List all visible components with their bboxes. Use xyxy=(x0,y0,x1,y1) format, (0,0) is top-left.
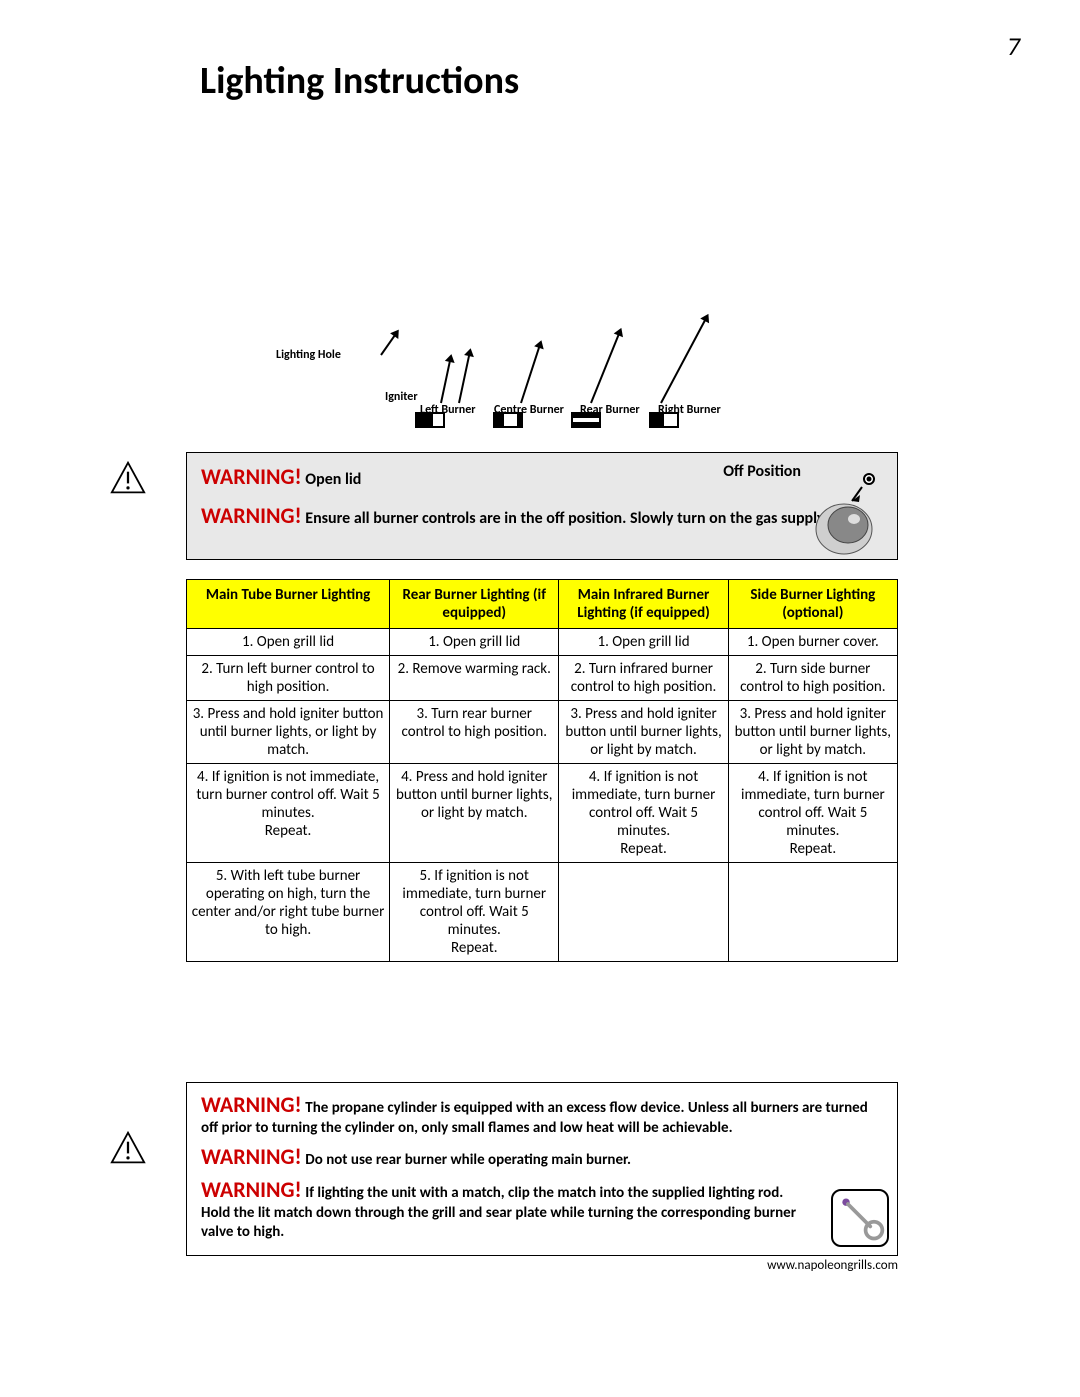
ensure-controls-text: Ensure all burner controls are in the of… xyxy=(305,509,867,528)
col-header-side: Side Burner Lighting (optional) xyxy=(728,580,897,629)
table-cell: 1. Open grill lid xyxy=(390,629,559,656)
table-cell xyxy=(728,863,897,962)
burner-diagram: Lighting Hole Igniter Left Burner Centre… xyxy=(260,330,730,445)
table-cell: 4. Press and hold igniter button until b… xyxy=(390,764,559,863)
table-cell: 4. If ignition is not immediate, turn bu… xyxy=(728,764,897,863)
arrow-icon xyxy=(520,346,540,404)
warning-rear-burner-text: Do not use rear burner while operating m… xyxy=(305,1151,631,1169)
table-cell: 3. Turn rear burner control to high posi… xyxy=(390,701,559,764)
col-header-infrared: Main Infrared Burner Lighting (if equipp… xyxy=(559,580,728,629)
table-cell: 2. Turn infrared burner control to high … xyxy=(559,656,728,701)
arrow-icon xyxy=(660,319,706,404)
warning-label: WARNING! xyxy=(201,1091,302,1118)
table-cell xyxy=(559,863,728,962)
table-row: 1. Open grill lid1. Open grill lid1. Ope… xyxy=(187,629,898,656)
warning-box-top: WARNING! Open lid WARNING! Ensure all bu… xyxy=(186,452,898,560)
table-row: 2. Turn left burner control to high posi… xyxy=(187,656,898,701)
table-cell: 3. Press and hold igniter button until b… xyxy=(559,701,728,764)
label-igniter: Igniter xyxy=(385,390,418,404)
arrow-icon xyxy=(440,360,451,403)
table-row: 4. If ignition is not immediate, turn bu… xyxy=(187,764,898,863)
warning-label: WARNING! xyxy=(201,1176,302,1203)
table-cell: 1. Open burner cover. xyxy=(728,629,897,656)
lighting-instructions-table: Main Tube Burner Lighting Rear Burner Li… xyxy=(186,579,898,962)
table-cell: 3. Press and hold igniter button until b… xyxy=(728,701,897,764)
open-lid-text: Open lid xyxy=(305,470,361,489)
col-header-main-tube: Main Tube Burner Lighting xyxy=(187,580,390,629)
warning-label: WARNING! xyxy=(201,502,302,529)
arrow-icon xyxy=(458,354,470,403)
arrow-icon xyxy=(380,334,396,356)
left-burner-icon xyxy=(415,412,445,428)
rear-burner-icon xyxy=(571,412,601,428)
page-number: 7 xyxy=(1007,30,1020,62)
col-header-rear: Rear Burner Lighting (if equipped) xyxy=(390,580,559,629)
page-title: Lighting Instructions xyxy=(200,58,519,104)
table-cell: 4. If ignition is not immediate, turn bu… xyxy=(187,764,390,863)
table-cell: 5. If ignition is not immediate, turn bu… xyxy=(390,863,559,962)
footer-url: www.napoleongrills.com xyxy=(767,1258,898,1273)
table-cell: 2. Turn side burner control to high posi… xyxy=(728,656,897,701)
arrow-icon xyxy=(590,333,620,403)
warning-label: WARNING! xyxy=(201,463,302,490)
table-row: 3. Press and hold igniter button until b… xyxy=(187,701,898,764)
table-cell: 5. With left tube burner operating on hi… xyxy=(187,863,390,962)
warning-triangle-icon xyxy=(110,460,146,501)
burner-icon-row xyxy=(415,412,679,428)
centre-burner-icon xyxy=(493,412,523,428)
warning-label: WARNING! xyxy=(201,1143,302,1170)
off-position-label: Off Position xyxy=(723,462,801,481)
warning-triangle-icon xyxy=(110,1130,146,1171)
table-cell: 2. Remove warming rack. xyxy=(390,656,559,701)
table-row: 5. With left tube burner operating on hi… xyxy=(187,863,898,962)
label-lighting-hole: Lighting Hole xyxy=(276,348,341,362)
warning-box-bottom: WARNING! The propane cylinder is equippe… xyxy=(186,1082,898,1256)
table-cell: 1. Open grill lid xyxy=(187,629,390,656)
table-cell: 3. Press and hold igniter button until b… xyxy=(187,701,390,764)
lighting-rod-icon xyxy=(831,1189,889,1247)
right-burner-icon xyxy=(649,412,679,428)
table-cell: 1. Open grill lid xyxy=(559,629,728,656)
knob-icon xyxy=(812,471,887,556)
table-cell: 2. Turn left burner control to high posi… xyxy=(187,656,390,701)
table-cell: 4. If ignition is not immediate, turn bu… xyxy=(559,764,728,863)
